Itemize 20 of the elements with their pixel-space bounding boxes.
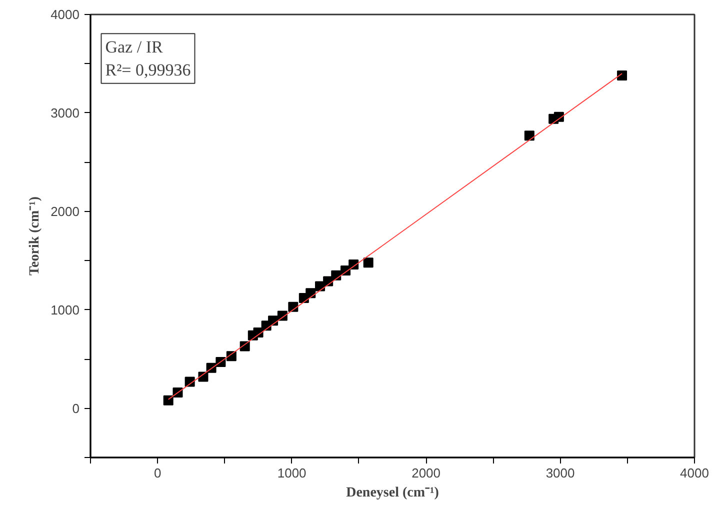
point	[268, 316, 278, 326]
x-tick-label: 0	[154, 466, 162, 480]
y-axis-title: Teorik (cm⁻¹)	[28, 196, 43, 276]
x-tick-label: 2000	[412, 466, 441, 480]
point	[617, 70, 628, 81]
y-tick-label: 1000	[50, 302, 80, 318]
point	[331, 270, 342, 280]
point	[363, 258, 374, 268]
y-tick-label: 2000	[50, 204, 80, 219]
annotation: Gaz / IR R²= 0,99936	[105, 38, 191, 80]
point	[306, 288, 316, 298]
point	[524, 130, 534, 141]
x-tick-label: 3000	[546, 466, 575, 480]
x-axis-title: Deneysel (cm⁻¹)	[346, 486, 440, 500]
x-tick-label: 4000	[680, 466, 709, 480]
y-tick-label: 3000	[50, 105, 80, 120]
x-tick-label: 1000	[277, 466, 306, 480]
y-tick-label: 0	[72, 400, 80, 416]
y-tick-label: 4000	[50, 7, 80, 22]
point	[163, 395, 174, 406]
